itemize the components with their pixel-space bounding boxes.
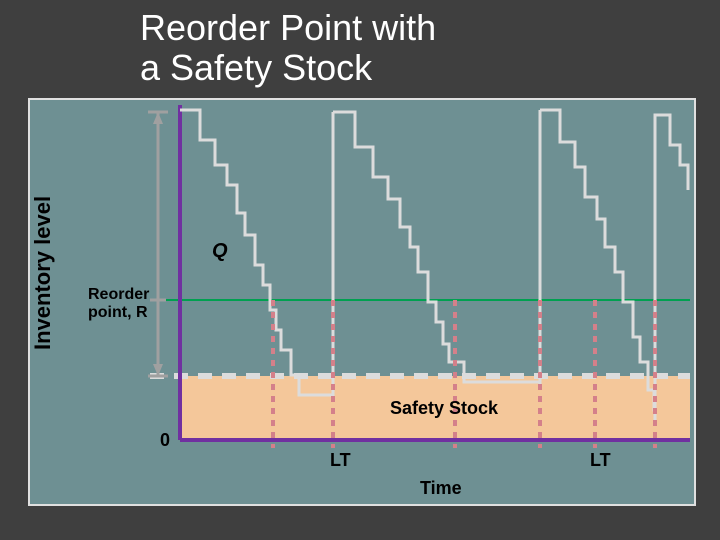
origin-label: 0: [160, 430, 170, 451]
lt-label-2: LT: [590, 450, 611, 471]
x-axis-label: Time: [420, 478, 462, 499]
slide-title: Reorder Point with a Safety Stock: [140, 8, 436, 88]
q-label: Q: [212, 240, 228, 263]
lt-label-1: LT: [330, 450, 351, 471]
y-axis-label: Inventory level: [30, 196, 56, 350]
safety-stock-label: Safety Stock: [390, 398, 498, 419]
reorder-point-label: Reorder point, R: [88, 286, 149, 322]
chart-panel: Inventory level Q Reorder point, R Safet…: [28, 98, 696, 506]
